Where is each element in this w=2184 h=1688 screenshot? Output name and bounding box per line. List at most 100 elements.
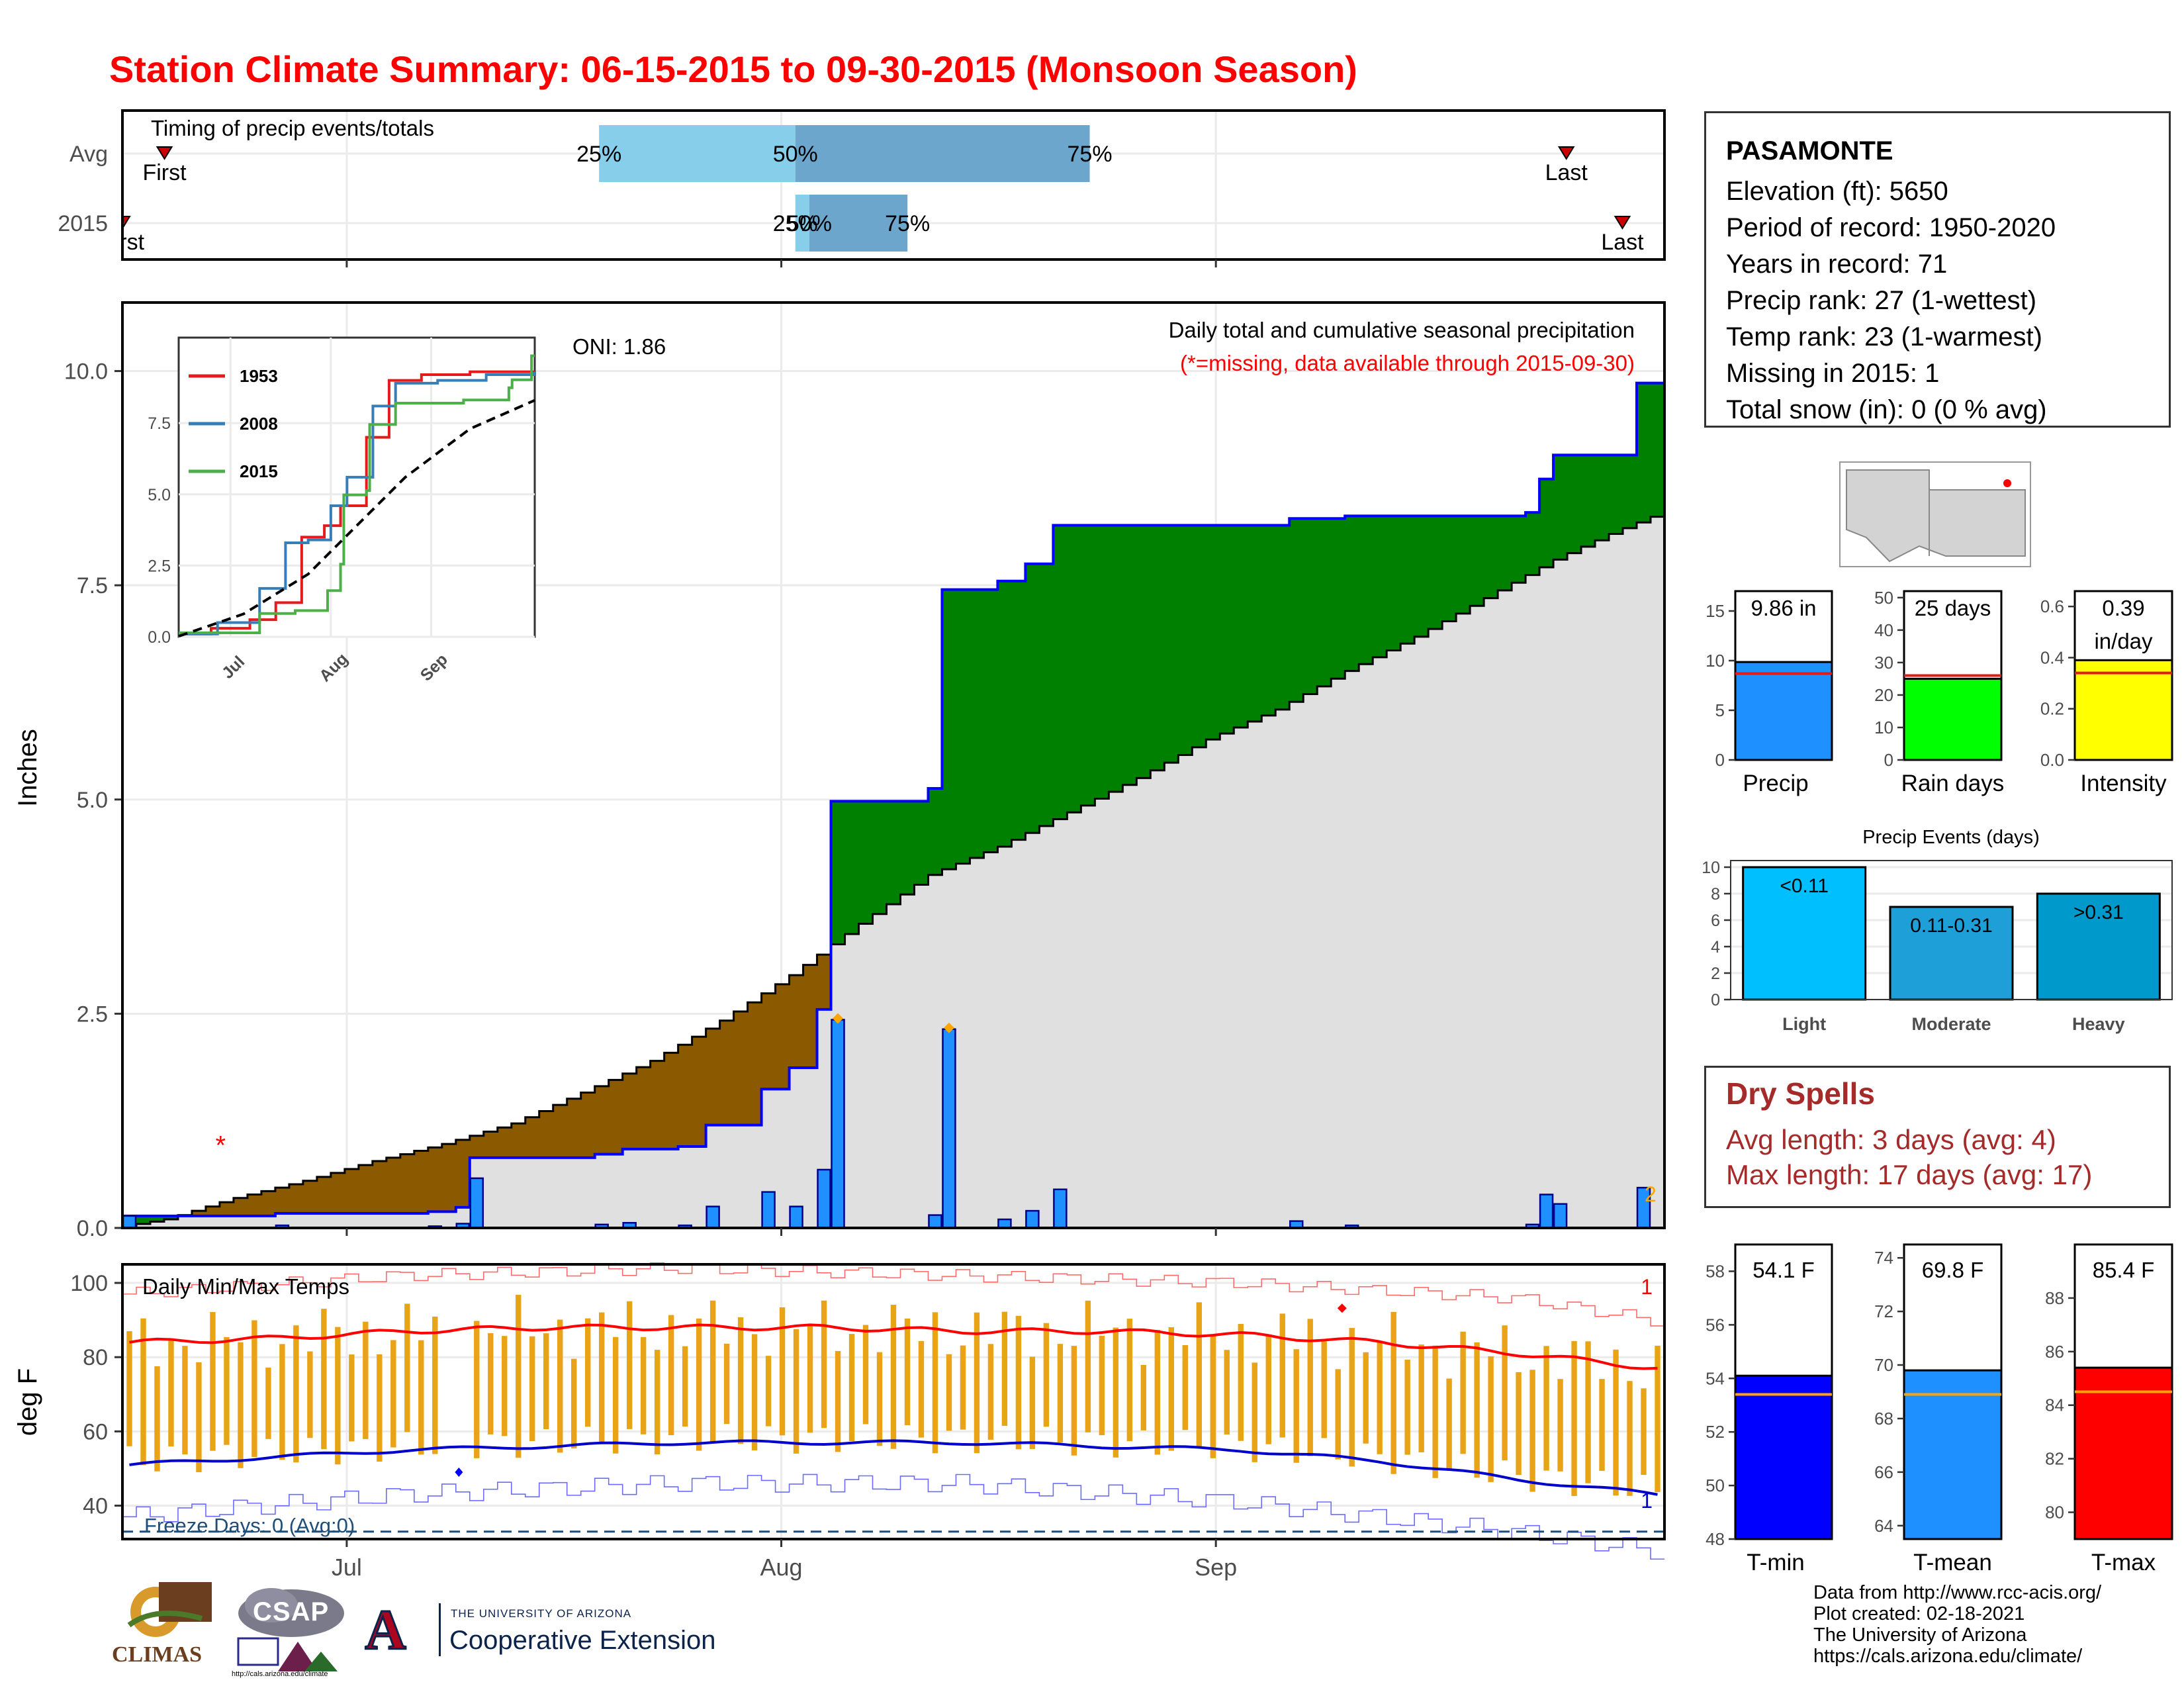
precip-daily-bar [122, 1215, 137, 1229]
temp-daily-range-bar [1418, 1344, 1424, 1452]
precip-deficit-band [400, 1154, 415, 1213]
inset-legend-label: 2015 [240, 461, 278, 481]
temp-daily-range-bar [1460, 1331, 1466, 1454]
precip-daily-bar [942, 1028, 956, 1229]
temp-daily-range-bar [1377, 1341, 1383, 1454]
temp-daily-range-bar [1057, 1344, 1064, 1442]
precip-deficit-band [817, 955, 832, 1009]
precip-surplus-band [1317, 518, 1332, 686]
summary-bar-value-label: in/day [2094, 629, 2153, 653]
temp-daily-range-bar [1126, 1319, 1133, 1442]
precip-surplus-band [1470, 516, 1484, 606]
temp-record-low-line [122, 1474, 1664, 1560]
summary-bar-ytick-label: 50 [1874, 588, 1893, 608]
temp-summary-ytick-label: 84 [2045, 1395, 2064, 1415]
temp-daily-range-bar [1307, 1319, 1313, 1456]
temp-daily-range-bar [154, 1366, 160, 1472]
events-bar-label: 0.11-0.31 [1910, 915, 1993, 937]
climas-logo: CLIMAS [109, 1579, 215, 1668]
temp-daily-range-bar [210, 1311, 216, 1451]
temp-daily-range-bar [1585, 1341, 1591, 1483]
precip-surplus-band [1567, 455, 1582, 553]
footer-university: The University of Arizona [1813, 1624, 2027, 1646]
temp-daily-range-bar [1085, 1300, 1091, 1432]
summary-bar-fill [1903, 677, 2003, 761]
temp-daily-range-bar [862, 1325, 869, 1425]
precip-surplus-band [1373, 516, 1387, 657]
timing-last-marker [1557, 146, 1575, 160]
precip-deficit-band [692, 1037, 707, 1147]
temp-daily-range-bar [1001, 1311, 1008, 1426]
inset-ytick-label: 2.5 [148, 557, 171, 575]
temp-daily-range-bar [390, 1340, 396, 1448]
inset-ytick-label: 5.0 [148, 486, 171, 504]
summary-bar-ytick-label: 10 [1874, 718, 1893, 737]
summary-bar-ytick-label: 10 [1706, 651, 1725, 671]
temp-summary-ytick-label: 80 [2045, 1503, 2064, 1523]
precip-deficit-band [428, 1147, 443, 1212]
temp-daily-range-bar [1168, 1327, 1175, 1451]
events-ytick-label: 2 [1711, 964, 1720, 983]
timing-first-label: First [142, 160, 187, 185]
precip-title: Daily total and cumulative seasonal prec… [1169, 318, 1635, 342]
precip-surplus-band [1609, 455, 1623, 534]
precip-extreme-marker [833, 1013, 844, 1024]
precip-deficit-band [358, 1164, 373, 1213]
precip-surplus-band [844, 801, 860, 935]
precip-deficit-band [553, 1105, 568, 1158]
precip-deficit-band [191, 1211, 206, 1216]
temp-daily-range-bar [1099, 1335, 1105, 1436]
temp-daily-range-bar [1404, 1359, 1410, 1455]
temp-daily-range-bar [474, 1321, 480, 1458]
summary-bar-ytick-label: 0.4 [2040, 647, 2064, 667]
precip-daily-bar [1539, 1194, 1554, 1229]
temp-daily-range-bar [612, 1336, 619, 1454]
temp-summary-ytick-label: 66 [1874, 1462, 1893, 1482]
temp-daily-range-bar [1265, 1334, 1271, 1444]
inset-background [177, 336, 536, 638]
temp-daily-range-bar [1571, 1340, 1577, 1496]
precip-surplus-band [1164, 525, 1179, 763]
events-ytick-label: 8 [1711, 885, 1720, 904]
precip-deficit-band [622, 1073, 637, 1149]
temp-summary-ytick-label: 88 [2045, 1288, 2064, 1308]
timing-first-marker [122, 216, 131, 230]
precip-surplus-band [1081, 525, 1095, 806]
temp-daily-range-bar [598, 1312, 605, 1444]
precip-surplus-band [1359, 516, 1373, 665]
precip-deficit-band [344, 1168, 359, 1213]
precip-surplus-band [914, 801, 929, 885]
precip-surplus-band [1623, 455, 1637, 528]
precip-surplus-band [1595, 455, 1610, 541]
station-precip-rank: Precip rank: 27 (1-wettest) [1726, 286, 2037, 315]
temp-daily-range-bar [1390, 1311, 1396, 1474]
precip-surplus-band [1456, 516, 1471, 614]
temp-summary-ytick-label: 70 [1874, 1355, 1893, 1375]
temp-daily-range-bar [890, 1305, 897, 1449]
precip-daily-bar [1553, 1203, 1568, 1229]
precip-surplus-band [1525, 512, 1540, 575]
precip-surplus-band [900, 801, 915, 895]
precip-ytick-label: 0.0 [77, 1216, 108, 1241]
precip-deficit-band [469, 1135, 484, 1158]
temp-daily-range-bar [765, 1356, 772, 1427]
precip-deficit-band [594, 1086, 610, 1154]
precip-deficit-band [302, 1180, 318, 1213]
precip-extreme-marker [943, 1022, 954, 1033]
precip-deficit-band [316, 1176, 332, 1213]
precip-deficit-band [219, 1202, 234, 1216]
inset-ytick-label: 7.5 [148, 414, 171, 433]
temp-daily-range-bar [196, 1362, 202, 1472]
timing-last-marker [1614, 216, 1631, 230]
ua-letter-logo: A [364, 1598, 407, 1662]
precip-surplus-band [831, 801, 846, 945]
temp-daily-range-bar [987, 1344, 994, 1440]
temp-daily-range-bar [1210, 1336, 1216, 1458]
temp-daily-range-bar [418, 1340, 424, 1455]
precip-daily-bar [1053, 1188, 1068, 1229]
timing-label-p50: 50% [773, 142, 818, 167]
temp-daily-range-bar [737, 1317, 744, 1444]
temp-daily-range-bar [265, 1367, 271, 1439]
dry-spells-max: Max length: 17 days (avg: 17) [1726, 1159, 2093, 1190]
temp-daily-range-bar [654, 1350, 660, 1455]
